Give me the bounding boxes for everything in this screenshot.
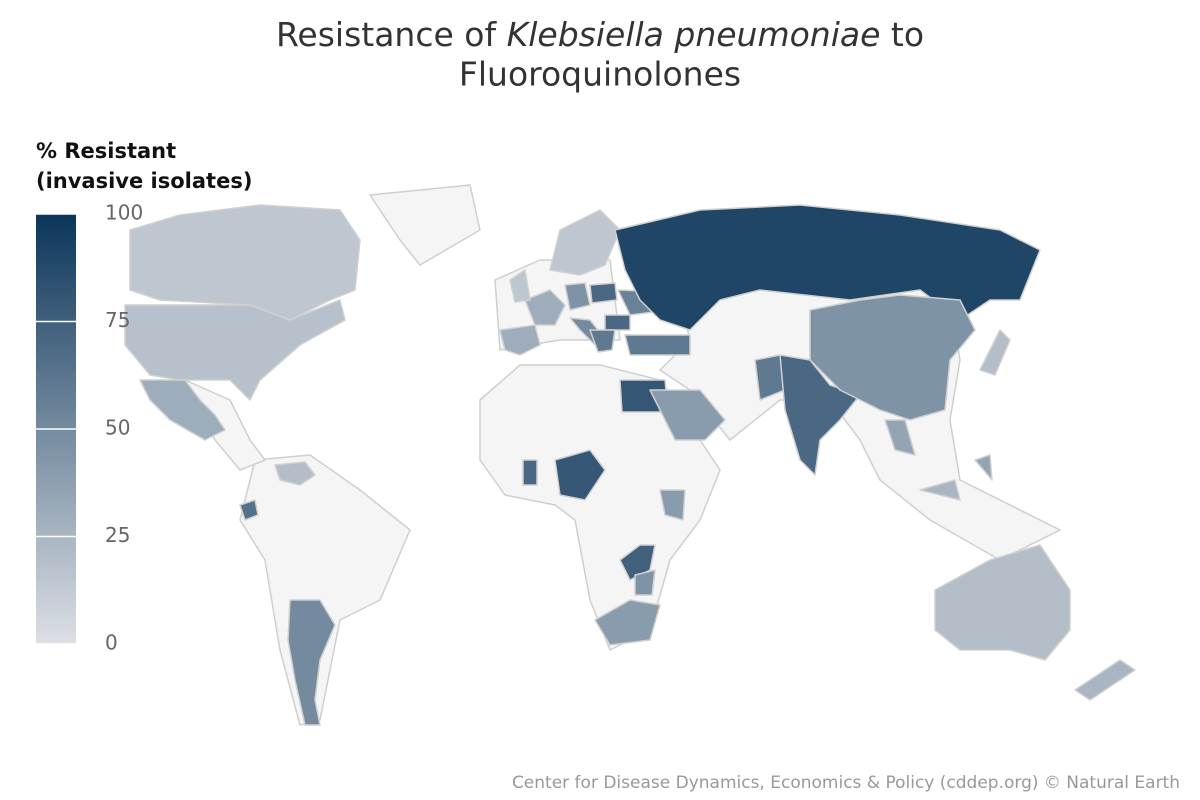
colorbar-tick-label: 75 (105, 308, 130, 332)
legend-subtitle: (invasive isolates) (36, 169, 252, 193)
country (554, 449, 606, 501)
country (1074, 659, 1136, 701)
country (934, 544, 1071, 661)
country (139, 379, 226, 441)
chart-title-line2: Fluoroquinolones (459, 55, 741, 94)
colorbar-tick-label: 0 (105, 631, 118, 655)
land (369, 184, 481, 266)
country (564, 282, 591, 311)
country (594, 599, 661, 646)
chart-title: Resistance of Klebsiella pneumoniae to (276, 15, 924, 54)
country (884, 419, 916, 456)
country (779, 354, 861, 476)
country (124, 299, 346, 401)
colorbar-tick-label: 100 (105, 201, 143, 225)
country (634, 569, 656, 596)
country (659, 489, 686, 521)
land (184, 379, 266, 471)
country (129, 204, 361, 321)
legend-title: % Resistant (36, 139, 176, 163)
country (604, 314, 631, 331)
credit: Center for Disease Dynamics, Economics &… (512, 773, 1180, 793)
country (589, 329, 616, 353)
land (239, 454, 411, 726)
country (274, 461, 316, 486)
country (649, 389, 726, 441)
country (522, 459, 538, 486)
country (509, 269, 531, 303)
country (239, 499, 259, 521)
country (809, 294, 976, 421)
colorbar-tick-label: 25 (105, 523, 130, 547)
countries (124, 204, 1136, 726)
colorbar-tick-label: 50 (105, 416, 130, 440)
country (524, 289, 566, 326)
country (589, 282, 618, 304)
country (619, 544, 656, 581)
country (979, 329, 1011, 376)
country (624, 334, 691, 356)
country (974, 454, 993, 481)
country (287, 599, 336, 726)
colorbar-ticks: 0 25 50 75 100 (36, 201, 143, 655)
country (499, 324, 541, 356)
country (919, 479, 961, 501)
